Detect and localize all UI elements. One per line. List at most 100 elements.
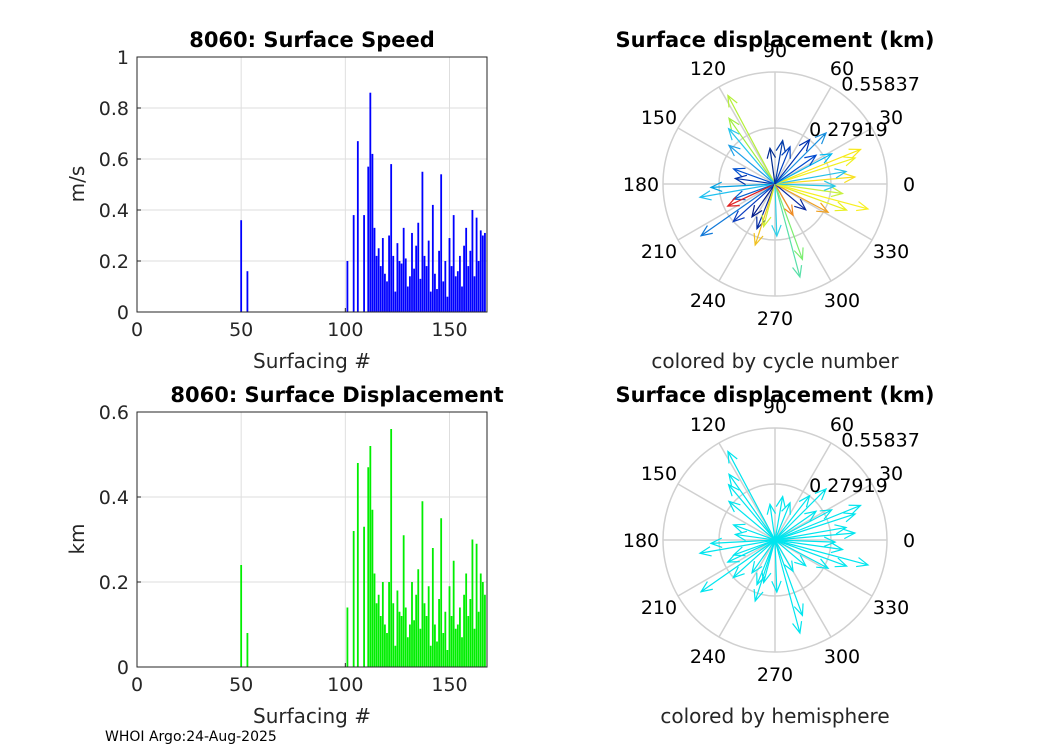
polar-cycle-arrow bbox=[774, 183, 803, 279]
speed-bar bbox=[463, 245, 465, 312]
polar-hemisphere-arrow-shaft bbox=[728, 500, 776, 541]
polar-hemisphere-arrow-shaft bbox=[728, 473, 776, 541]
speed-bar bbox=[392, 255, 395, 312]
speed-bar bbox=[427, 240, 430, 312]
polar-cycle-angle-label: 240 bbox=[690, 290, 726, 312]
polar-hemisphere-arrow-head bbox=[732, 523, 746, 534]
polar-cycle-arrow bbox=[732, 183, 776, 223]
polar-cycle-arrow bbox=[774, 183, 849, 212]
polar-hemisphere-angle-label: 330 bbox=[873, 597, 909, 619]
displacement-bar bbox=[450, 616, 453, 667]
displacement-bar bbox=[369, 446, 372, 667]
polar-cycle-angle-label: 60 bbox=[830, 58, 854, 80]
polar-cycle-arrow-head bbox=[794, 198, 807, 211]
polar-hemisphere-arrow-shaft bbox=[751, 539, 776, 574]
polar-cycle-arrow bbox=[774, 172, 857, 185]
polar-hemisphere-arrow bbox=[771, 539, 782, 594]
polar-hemisphere-arrow bbox=[727, 483, 776, 541]
polar-hemisphere-arrow bbox=[751, 539, 776, 575]
speed-bar bbox=[425, 266, 428, 312]
speed-bar bbox=[421, 171, 424, 312]
polar-cycle-arrow-shaft bbox=[700, 183, 776, 237]
speed-bar bbox=[356, 141, 359, 312]
speed-bar bbox=[469, 250, 472, 312]
displacement-bar bbox=[363, 526, 365, 667]
displacement-bar bbox=[240, 565, 243, 667]
polar-cycle-angle-label: 30 bbox=[879, 107, 903, 129]
speed-ytick-label: 0 bbox=[117, 302, 129, 324]
displacement-bar bbox=[425, 616, 428, 667]
speed-bar bbox=[419, 278, 422, 312]
polar-cycle-arrow bbox=[774, 156, 857, 185]
displacement-bar bbox=[429, 645, 432, 667]
polar-cycle-arrow-shaft bbox=[774, 183, 807, 211]
speed-bar bbox=[417, 222, 420, 312]
displacement-bar bbox=[431, 548, 434, 667]
polar-cycle-arrow-head bbox=[819, 153, 834, 164]
polar-cycle-arrow-head bbox=[698, 190, 712, 201]
polar-cycle-arrow bbox=[727, 144, 776, 185]
polar-cycle-arrow bbox=[727, 94, 776, 185]
polar-hemisphere-arrow-head bbox=[819, 509, 834, 520]
polar-hemisphere-arrow-shaft bbox=[774, 488, 827, 541]
polar-cycle-arrow-shaft bbox=[774, 146, 791, 185]
polar-cycle-arrow-head bbox=[814, 131, 828, 145]
polar-cycle-arrow bbox=[774, 183, 845, 198]
polar-cycle-arrow-head bbox=[834, 168, 848, 179]
speed-bar bbox=[413, 268, 415, 312]
polar-hemisphere-arrow-shaft bbox=[774, 539, 807, 567]
polar-hemisphere-angle-label: 300 bbox=[824, 646, 860, 668]
polar-cycle-arrow-shaft bbox=[774, 157, 856, 185]
displacement-bar bbox=[381, 582, 384, 667]
displacement-bar bbox=[421, 501, 424, 667]
displacement-bar bbox=[484, 594, 486, 667]
polar-hemisphere-arrow bbox=[774, 539, 845, 554]
displacement-bar bbox=[475, 543, 478, 667]
polar-hemisphere-arrow-shaft bbox=[774, 539, 843, 551]
polar-hemisphere-arrow-head bbox=[732, 566, 745, 579]
polar-hemisphere-arrow bbox=[774, 494, 811, 541]
displacement-bar bbox=[415, 594, 418, 667]
displacement-bar bbox=[394, 645, 397, 667]
speed-xtick-label: 150 bbox=[431, 319, 467, 341]
polar-hemisphere-arrow-shaft bbox=[728, 484, 776, 541]
speed-bar bbox=[394, 291, 397, 312]
polar-hemisphere-arrow bbox=[726, 539, 776, 563]
polar-hemisphere-arrow-head bbox=[699, 581, 713, 593]
polar-hemisphere-arrow-head bbox=[761, 570, 772, 585]
displacement-bar bbox=[356, 463, 359, 667]
polar-cycle-arrow-shaft bbox=[732, 183, 776, 223]
polar-hemisphere-arrow-shaft bbox=[774, 539, 794, 572]
polar-hemisphere-arrow bbox=[732, 539, 776, 579]
polar-hemisphere-arrow-head bbox=[843, 512, 857, 523]
polar-cycle-caption: colored by cycle number bbox=[651, 349, 899, 373]
polar-hemisphere-arrow bbox=[774, 539, 804, 617]
polar-hemisphere-arrow bbox=[733, 530, 776, 542]
polar-hemisphere-arrow-head bbox=[784, 560, 794, 573]
displacement-bar bbox=[469, 599, 472, 667]
polar-cycle-arrow-head bbox=[751, 205, 763, 219]
speed-bar bbox=[373, 227, 376, 312]
polar-cycle-arrow-head bbox=[775, 139, 786, 153]
speed-bar bbox=[400, 263, 403, 312]
displacement-bar bbox=[409, 624, 411, 667]
speed-ytick-label: 0.8 bbox=[99, 98, 129, 120]
polar-cycle-radius-label: 0.27919 bbox=[809, 119, 888, 141]
polar-cycle-arrow-head bbox=[830, 186, 845, 198]
displacement-bar bbox=[467, 616, 470, 667]
polar-cycle-arrow-head bbox=[709, 181, 723, 193]
speed-bar bbox=[409, 276, 411, 312]
polar-hemisphere-chart: Surface displacement (km) colored by hem… bbox=[615, 383, 934, 728]
polar-hemisphere-arrow bbox=[727, 500, 776, 541]
displacement-bar bbox=[448, 586, 451, 667]
polar-cycle-arrow-shaft bbox=[762, 183, 776, 227]
polar-hemisphere-arrow-head bbox=[823, 536, 837, 547]
displacement-bar bbox=[440, 518, 443, 667]
displacement-bar bbox=[373, 573, 376, 667]
displacement-bar bbox=[390, 429, 393, 667]
polar-cycle-arrow bbox=[766, 146, 777, 185]
displacement-bar bbox=[413, 620, 415, 667]
polar-cycle-arrow bbox=[727, 127, 776, 185]
polar-cycle-arrow bbox=[698, 183, 776, 201]
displacement-bar bbox=[436, 641, 438, 667]
